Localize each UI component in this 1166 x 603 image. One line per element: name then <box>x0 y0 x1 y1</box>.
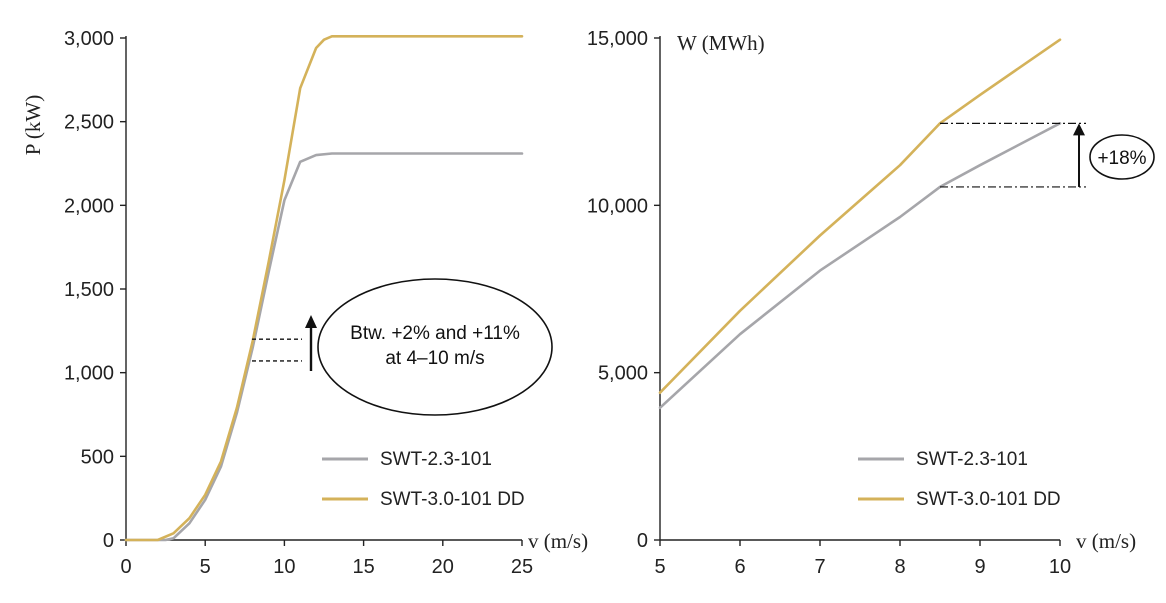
legend-entry-0: SWT-2.3-101 <box>916 449 1028 470</box>
x-tick-label: 6 <box>734 556 745 578</box>
arrow-head <box>1073 123 1085 136</box>
x-tick-label: 5 <box>200 556 211 578</box>
annotation-text-line-2: at 4–10 m/s <box>385 348 484 369</box>
legend-entry-1: SWT-3.0-101 DD <box>916 489 1061 510</box>
annotation-text: +18% <box>1097 148 1146 169</box>
x-tick-label: 10 <box>273 556 295 578</box>
y-tick-label: 10,000 <box>587 195 648 217</box>
y-axis-label: P (kW) <box>21 95 45 155</box>
annotation-ellipse <box>1089 134 1155 180</box>
annual-yield-chart: 0 5,000 10,000 15,000 5 6 7 8 9 10 W (MWh) v (m/s) S… <box>587 28 1155 578</box>
x-axis-label: v (m/s) <box>528 529 588 553</box>
x-tick-label: 8 <box>894 556 905 578</box>
y-tick-label: 2,000 <box>64 195 114 217</box>
y-tick-label: 0 <box>103 530 114 552</box>
x-tick-label: 10 <box>1049 556 1071 578</box>
y-tick-label: 3,000 <box>64 28 114 50</box>
power-curve-chart: 0 500 1,000 1,500 2,000 2,500 3,000 0 5 10 15 20 25 P… <box>21 28 588 578</box>
x-tick-label: 0 <box>120 556 131 578</box>
y-tick-label: 2,500 <box>64 112 114 134</box>
arrow-head <box>305 315 317 328</box>
annotation-ellipse <box>317 278 553 416</box>
y-tick-label: 5,000 <box>598 363 648 385</box>
y-tick-label: 0 <box>637 530 648 552</box>
y-tick-label: 1,500 <box>64 279 114 301</box>
legend-entry-0: SWT-2.3-101 <box>380 449 492 470</box>
y-tick-label: 500 <box>81 446 114 468</box>
series-line-0 <box>124 152 524 542</box>
x-tick-label: 7 <box>814 556 825 578</box>
annotation-text-line-1: Btw. +2% and +11% <box>350 323 520 344</box>
x-axis-label: v (m/s) <box>1076 529 1136 553</box>
series-line-1 <box>658 38 1062 395</box>
x-tick-label: 5 <box>654 556 665 578</box>
x-tick-label: 20 <box>432 556 454 578</box>
x-tick-label: 15 <box>352 556 374 578</box>
y-axis-label: W (MWh) <box>677 31 765 55</box>
y-tick-label: 1,000 <box>64 363 114 385</box>
x-tick-label: 9 <box>974 556 985 578</box>
y-tick-label: 15,000 <box>587 28 648 50</box>
series-line-1 <box>124 34 524 542</box>
x-tick-label: 25 <box>511 556 533 578</box>
series-line-0 <box>658 122 1062 410</box>
legend-entry-1: SWT-3.0-101 DD <box>380 489 525 510</box>
